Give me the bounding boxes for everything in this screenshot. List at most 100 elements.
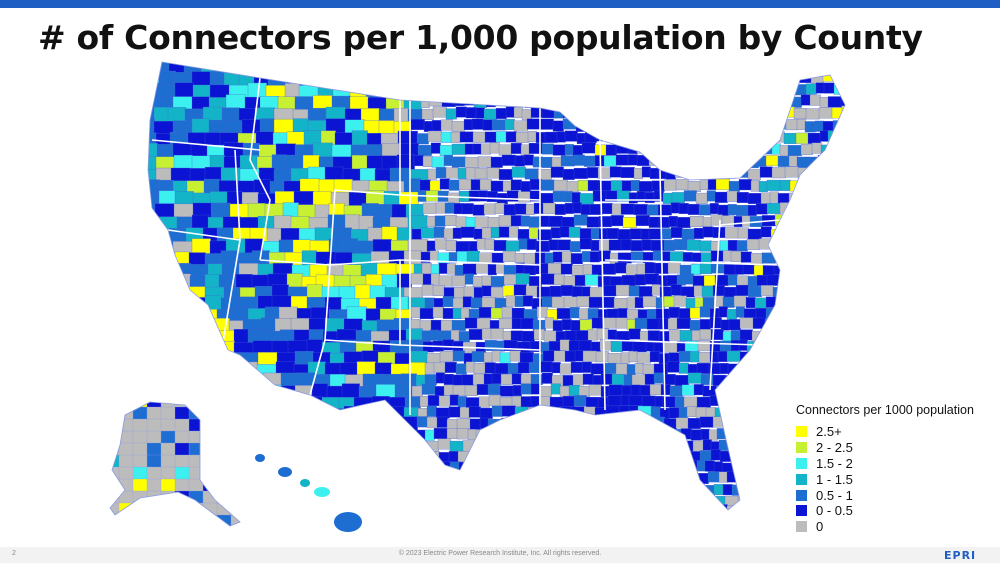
county-cell: [769, 528, 782, 532]
legend-item: 0: [796, 519, 996, 535]
county-cell: [490, 328, 504, 340]
county-cell: [574, 506, 584, 510]
county-cell: [153, 372, 172, 390]
county-cell: [562, 430, 574, 442]
county-cell: [230, 454, 240, 468]
county-cell: [452, 308, 462, 319]
county-cell: [583, 406, 596, 418]
county-cell: [620, 352, 630, 364]
county-cell: [731, 119, 745, 131]
county-cell: [541, 156, 553, 168]
county-cell: [516, 85, 528, 96]
county-cell: [451, 320, 466, 331]
county-cell: [554, 62, 567, 70]
county-cell: [764, 383, 775, 395]
county-cell: [615, 485, 626, 497]
county-cell: [520, 482, 531, 494]
county-cell: [777, 463, 788, 475]
county-cell: [775, 418, 785, 430]
county-cell: [805, 83, 817, 95]
county-cell: [836, 154, 845, 166]
county-cell: [443, 228, 454, 240]
county-cell: [855, 168, 866, 179]
state-border: [309, 339, 326, 396]
county-cell: [516, 62, 527, 71]
county-cell: [511, 373, 522, 385]
county-cell: [470, 297, 483, 309]
county-cell: [788, 155, 798, 167]
county-cell: [225, 416, 244, 434]
county-cell: [541, 372, 553, 384]
county-cell: [554, 495, 565, 507]
county-cell: [790, 203, 800, 215]
legend-title: Connectors per 1000 population: [796, 403, 974, 417]
county-cell: [529, 483, 542, 495]
county-cell: [847, 143, 859, 154]
county-cell: [745, 297, 756, 309]
county-cell: [788, 374, 798, 386]
county-cell: [835, 363, 845, 375]
county-cell: [510, 179, 522, 191]
county-cell: [232, 462, 252, 480]
county-cell: [519, 352, 534, 364]
county-cell: [217, 527, 232, 532]
county-cell: [675, 417, 689, 429]
county-cell: [696, 362, 710, 374]
county-cell: [579, 319, 593, 331]
county-cell: [188, 514, 204, 526]
county-cell: [823, 82, 835, 94]
county-cell: [410, 273, 424, 285]
county-cell: [230, 490, 240, 504]
county-cell: [678, 308, 691, 320]
county-cell: [188, 430, 204, 444]
county-cell: [661, 71, 676, 83]
county-cell: [564, 350, 576, 362]
county-cell: [541, 296, 553, 308]
county-cell: [524, 517, 533, 528]
county-cell: [756, 62, 771, 72]
county-cell: [132, 514, 148, 526]
county-cell: [156, 295, 173, 313]
county-cell: [439, 145, 453, 157]
county-cell: [586, 167, 599, 179]
county-cell: [642, 108, 655, 120]
county-cell: [846, 373, 857, 384]
county-cell: [571, 286, 583, 298]
county-cell: [784, 328, 799, 340]
county-cell: [676, 274, 686, 286]
county-cell: [550, 166, 564, 178]
county-cell: [702, 297, 715, 309]
county-cell: [772, 317, 786, 329]
county-cell: [568, 385, 580, 396]
county-cell: [730, 340, 740, 351]
county-cell: [561, 251, 572, 263]
county-cell: [642, 364, 655, 376]
county-cell: [846, 307, 859, 318]
county-cell: [190, 394, 208, 412]
county-cell: [203, 527, 218, 532]
county-cell: [700, 252, 712, 264]
county-cell: [640, 471, 654, 483]
county-cell: [726, 350, 741, 362]
county-cell: [513, 120, 528, 132]
county-cell: [480, 494, 494, 506]
county-cell: [779, 179, 791, 191]
county-cell: [651, 180, 665, 192]
county-cell: [518, 439, 528, 451]
county-cell: [771, 167, 786, 179]
county-cell: [245, 479, 260, 492]
county-cell: [669, 517, 681, 528]
county-cell: [202, 478, 218, 492]
county-cell: [695, 71, 709, 83]
county-cell: [495, 340, 505, 352]
county-cell: [245, 395, 260, 408]
county-cell: [534, 71, 546, 83]
county-cell: [543, 330, 557, 342]
county-cell: [450, 131, 461, 143]
county-cell: [651, 284, 661, 296]
county-cell: [525, 62, 540, 70]
county-cell: [524, 428, 538, 440]
county-cell: [752, 374, 765, 386]
county-cell: [507, 439, 520, 451]
county-cell: [301, 428, 317, 446]
